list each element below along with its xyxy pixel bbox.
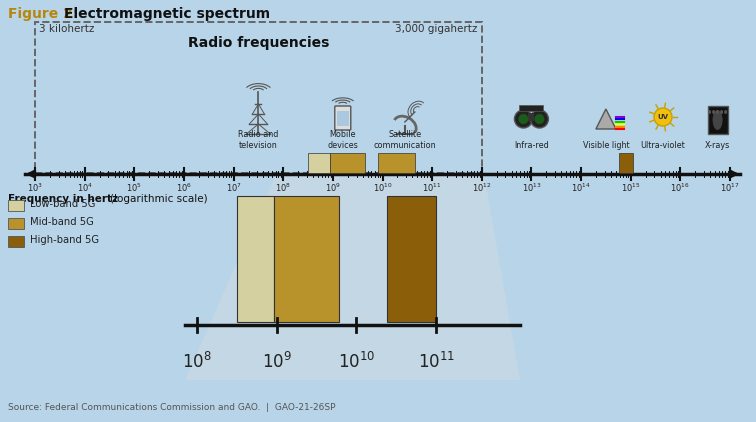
Text: X-rays: X-rays (705, 141, 730, 150)
Bar (35, 22, 482, 173)
Text: Figure 2:: Figure 2: (8, 7, 83, 21)
FancyBboxPatch shape (335, 106, 351, 130)
Bar (387, 196, 436, 322)
Text: $10^{7}$: $10^{7}$ (225, 182, 242, 195)
Text: $10^{10}$: $10^{10}$ (373, 182, 392, 195)
Ellipse shape (712, 110, 715, 114)
Text: $10^{13}$: $10^{13}$ (522, 182, 541, 195)
Circle shape (531, 110, 548, 128)
Text: $10^{12}$: $10^{12}$ (472, 182, 491, 195)
Bar (237, 196, 274, 322)
Circle shape (514, 110, 532, 128)
Circle shape (534, 114, 544, 124)
Text: (logarithmic scale): (logarithmic scale) (110, 194, 208, 204)
FancyBboxPatch shape (708, 106, 727, 134)
Text: Low-band 5G: Low-band 5G (30, 199, 95, 209)
Text: $10^{5}$: $10^{5}$ (126, 182, 142, 195)
Text: 3,000 gigahertz: 3,000 gigahertz (395, 24, 478, 34)
Text: $10^{6}$: $10^{6}$ (176, 182, 192, 195)
Circle shape (519, 114, 528, 124)
Text: $10^{10}$: $10^{10}$ (338, 352, 375, 372)
Polygon shape (596, 109, 616, 129)
Text: $10^{15}$: $10^{15}$ (621, 182, 640, 195)
Ellipse shape (713, 110, 723, 130)
Bar (8, 218, 24, 229)
Circle shape (654, 108, 672, 126)
Bar (274, 196, 339, 322)
Ellipse shape (724, 110, 727, 114)
Text: $10^{3}$: $10^{3}$ (27, 182, 43, 195)
Text: $10^{14}$: $10^{14}$ (571, 182, 591, 195)
Text: Visible light: Visible light (583, 141, 629, 150)
Bar (377, 153, 415, 173)
Bar (336, 111, 349, 126)
Bar (330, 153, 365, 173)
Bar (8, 200, 24, 211)
Bar (519, 105, 544, 111)
Text: $10^{4}$: $10^{4}$ (76, 182, 93, 195)
Text: $10^{9}$: $10^{9}$ (325, 182, 341, 195)
Text: Satellite
communication: Satellite communication (373, 130, 436, 150)
Bar (308, 153, 330, 173)
Text: Source: Federal Communications Commission and GAO.  |  GAO-21-26SP: Source: Federal Communications Commissio… (8, 403, 336, 412)
Text: $10^{9}$: $10^{9}$ (262, 352, 292, 372)
Ellipse shape (708, 110, 711, 114)
Text: $10^{17}$: $10^{17}$ (720, 182, 740, 195)
Text: Mobile
devices: Mobile devices (327, 130, 358, 150)
Bar (528, 113, 534, 121)
Text: Frequency in hertz: Frequency in hertz (8, 194, 118, 204)
Polygon shape (185, 175, 520, 380)
Ellipse shape (720, 110, 723, 114)
Text: Radio and
television: Radio and television (238, 130, 278, 150)
Text: $10^{8}$: $10^{8}$ (275, 182, 291, 195)
Ellipse shape (716, 110, 719, 114)
Bar (619, 153, 634, 173)
Bar (8, 236, 24, 247)
Text: Mid-band 5G: Mid-band 5G (30, 217, 94, 227)
Text: Electromagnetic spectrum: Electromagnetic spectrum (64, 7, 270, 21)
Text: $10^{8}$: $10^{8}$ (182, 352, 212, 372)
Text: $10^{16}$: $10^{16}$ (671, 182, 690, 195)
Text: High-band 5G: High-band 5G (30, 235, 99, 245)
Text: Infra-red: Infra-red (514, 141, 549, 150)
Text: $10^{11}$: $10^{11}$ (423, 182, 442, 195)
Text: Radio frequencies: Radio frequencies (187, 36, 329, 50)
Text: 3 kilohertz: 3 kilohertz (39, 24, 94, 34)
Text: $10^{11}$: $10^{11}$ (418, 352, 455, 372)
Text: UV: UV (658, 114, 668, 120)
Text: Ultra-violet: Ultra-violet (640, 141, 686, 150)
